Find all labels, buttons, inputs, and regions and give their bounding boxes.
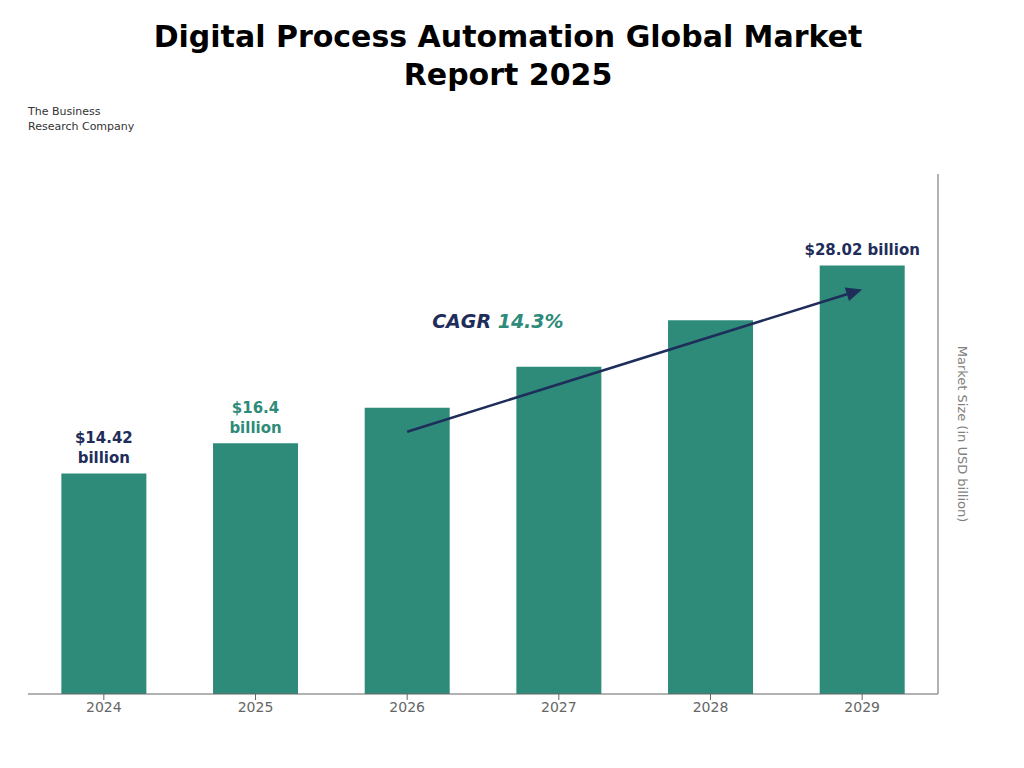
- html-text:Digital Process Automation Glo: Digital Process Automation Global Market…: [153, 19, 863, 92]
- svg-text:Market Size (in USD billion): Market Size (in USD billion): [955, 346, 970, 523]
- svg-text:$16.4billion: $16.4billion: [229, 399, 281, 437]
- svg-text:CAGR 14.3%: CAGR 14.3%: [432, 310, 563, 332]
- svg-text:2028: 2028: [693, 699, 729, 715]
- svg-text:2026: 2026: [389, 699, 425, 715]
- svg-text:$14.42billion: $14.42billion: [75, 429, 133, 467]
- svg-text:2029: 2029: [844, 699, 880, 715]
- svg-text:$28.02 billion: $28.02 billion: [804, 241, 919, 259]
- svg-text:2025: 2025: [238, 699, 274, 715]
- svg-text:2024: 2024: [86, 699, 122, 715]
- svg-text:2027: 2027: [541, 699, 577, 715]
- html-text:The Business Research Company: The Business Research Company: [28, 105, 135, 134]
